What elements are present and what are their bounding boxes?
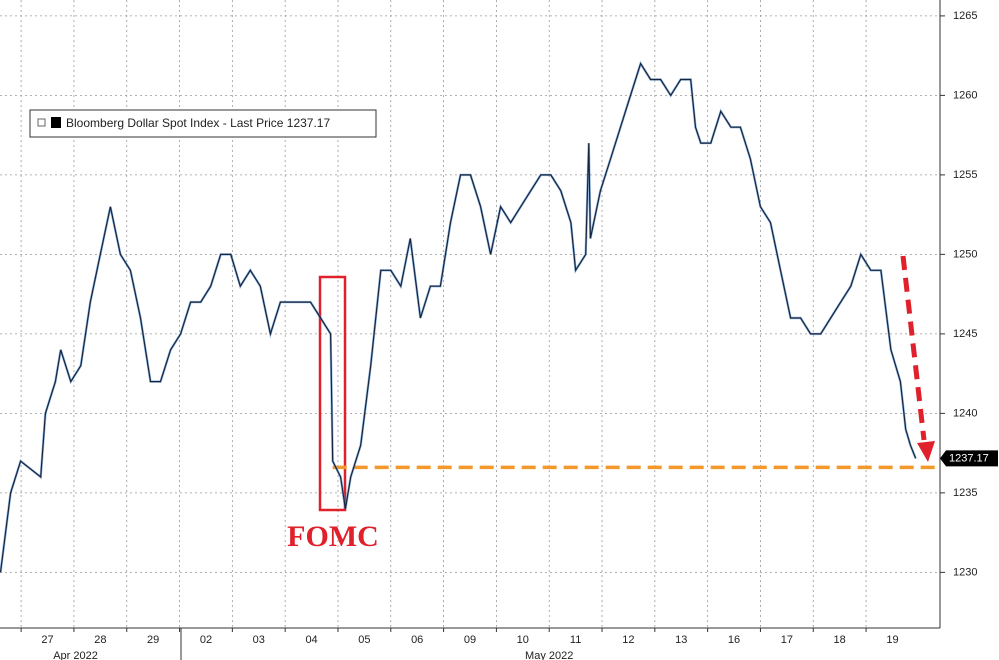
x-tick-label: 03 xyxy=(253,634,265,646)
arrow-head xyxy=(917,441,935,462)
y-tick-label: 1255 xyxy=(953,169,977,181)
x-tick-label: 27 xyxy=(41,634,53,646)
legend-swatch xyxy=(51,117,61,128)
x-tick-label: 29 xyxy=(147,634,159,646)
month-label: May 2022 xyxy=(525,650,573,660)
y-tick-label: 1230 xyxy=(953,566,977,578)
legend-label: Bloomberg Dollar Spot Index - Last Price… xyxy=(66,116,330,130)
y-tick-label: 1240 xyxy=(953,407,977,419)
x-tick-label: 17 xyxy=(781,634,793,646)
x-tick-label: 05 xyxy=(358,634,370,646)
x-tick-label: 28 xyxy=(94,634,106,646)
y-tick-label: 1260 xyxy=(953,89,977,101)
legend-box xyxy=(29,109,377,138)
x-tick-label: 11 xyxy=(570,634,581,646)
month-label: Apr 2022 xyxy=(53,650,98,660)
x-tick-label: 16 xyxy=(728,634,740,646)
legend: Bloomberg Dollar Spot Index - Last Price… xyxy=(29,109,377,138)
annotation: FOMC xyxy=(287,520,379,553)
y-tick-label: 1245 xyxy=(953,328,977,340)
last-price-box xyxy=(940,450,998,467)
fomc-box xyxy=(318,275,347,512)
x-tick-label: 13 xyxy=(675,634,687,646)
x-tick-label: 04 xyxy=(305,634,317,646)
x-tick-label: 12 xyxy=(622,634,634,646)
y-tick-label: 1250 xyxy=(953,248,977,260)
y-tick-label: 1265 xyxy=(953,10,977,22)
x-tick-label: 09 xyxy=(464,634,476,646)
x-tick-label: 06 xyxy=(411,634,423,646)
last-price-label: 1237.17 xyxy=(949,452,989,464)
price-line xyxy=(0,62,917,573)
legend-toggle xyxy=(37,118,46,127)
x-tick-label: 10 xyxy=(517,634,529,646)
x-tick-label: 18 xyxy=(834,634,846,646)
arrow-shaft xyxy=(900,255,927,441)
y-tick-label: 1235 xyxy=(953,487,977,499)
x-tick-label: 02 xyxy=(200,634,212,646)
x-tick-label: 19 xyxy=(886,634,898,646)
